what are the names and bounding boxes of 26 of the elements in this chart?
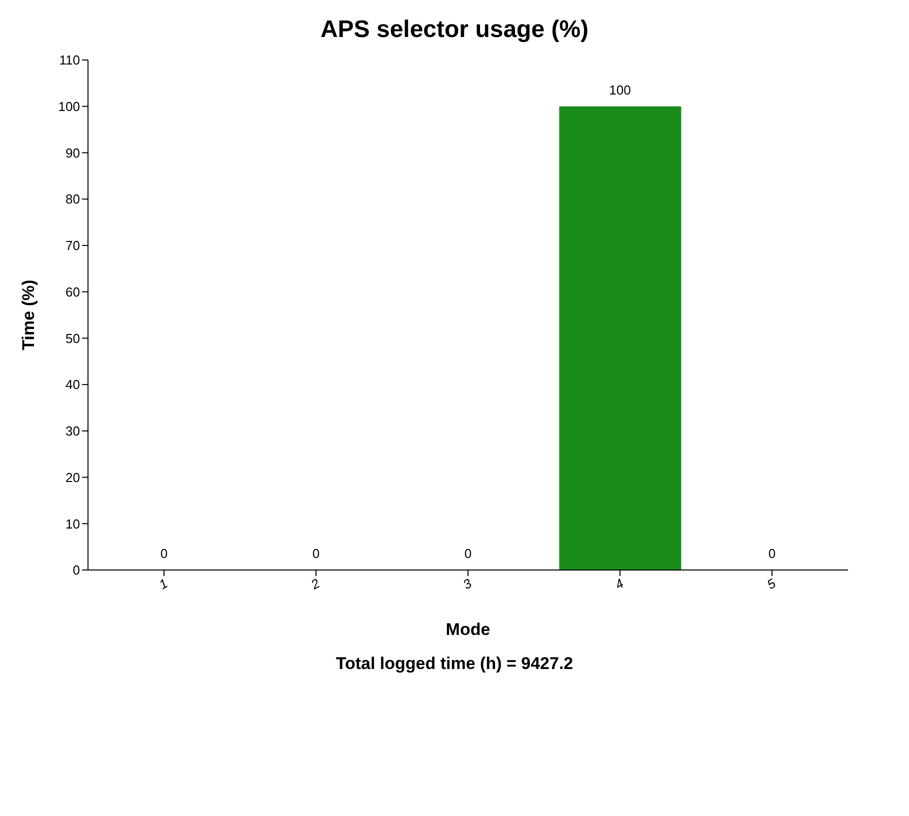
y-tick-label: 90 <box>66 145 80 160</box>
y-tick-label: 30 <box>66 424 80 439</box>
y-axis-title: Time (%) <box>19 280 38 350</box>
data-label: 0 <box>312 546 320 561</box>
x-tick-label: 3 <box>460 575 475 592</box>
x-tick-label: 2 <box>307 575 323 593</box>
x-tick-label: 1 <box>156 576 170 592</box>
text: Total logged time (h) = 9427.2 <box>334 654 574 674</box>
y-tick-label: 10 <box>66 516 80 532</box>
data-label: 0 <box>464 546 472 561</box>
y-tick-label: 100 <box>58 98 80 114</box>
x-tick-label: 5 <box>764 575 779 592</box>
x-tick-label: 4 <box>612 576 626 592</box>
y-tick-label: 110 <box>59 52 80 68</box>
y-tick-label: 70 <box>66 238 80 254</box>
chart-title: APS selector usage (%) <box>319 15 590 45</box>
y-tick-label: 0 <box>72 562 80 578</box>
y-tick-label: 20 <box>66 470 80 485</box>
x-axis-title: Mode <box>446 620 490 639</box>
data-label: 0 <box>768 546 776 561</box>
y-tick-label: 40 <box>66 377 80 392</box>
y-tick-label: 50 <box>66 330 80 346</box>
data-label: 0 <box>160 546 168 561</box>
data-label: 100 <box>609 82 631 98</box>
y-tick-label: 80 <box>66 192 80 207</box>
y-tick-label: 60 <box>66 284 80 300</box>
